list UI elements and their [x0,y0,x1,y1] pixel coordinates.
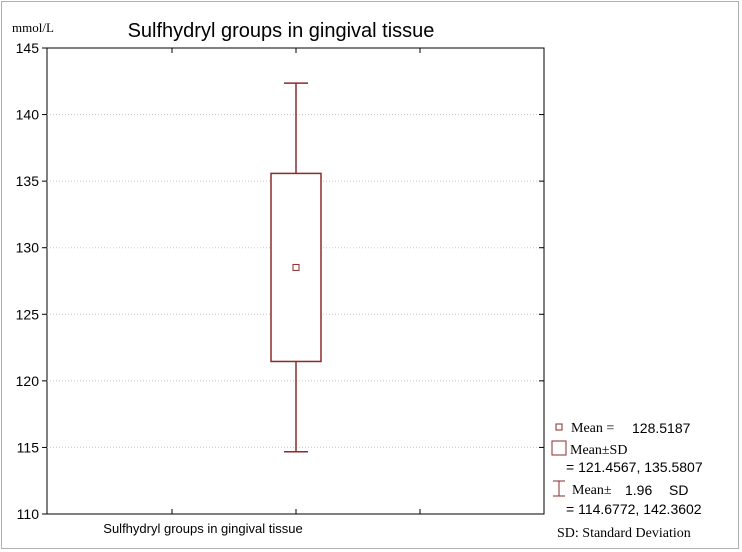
y-tick-label: 140 [16,107,40,123]
x-category-label: Sulfhydryl groups in gingival tissue [103,521,302,536]
legend-box-label: Mean±SD [570,443,627,458]
legend-box-icon [551,440,567,456]
legend: Mean = 128.5187 Mean±SD = 121.4567, 135.… [551,420,703,541]
y-tick-label: 115 [17,439,40,455]
legend-whisker-value: = 114.6772, 142.3602 [566,501,702,517]
legend-whisker-multiplier: 1.96 [625,482,652,498]
legend-mean-label: Mean = [571,421,614,436]
y-tick-label: 120 [16,373,40,389]
grid-lines [47,114,544,448]
legend-mean-value: 128.5187 [632,420,691,436]
legend-whisker-sd: SD [669,482,688,498]
y-tick-label: 145 [16,40,40,56]
boxes [270,82,322,453]
legend-whisker-icon [553,480,565,497]
y-axis-ticks: 110 115 120 125 130 135 140 145 [16,40,544,522]
x-axis-ticks [171,48,421,514]
y-axis-label: mmol/L [12,20,54,35]
legend-footnote: SD: Standard Deviation [557,526,691,541]
legend-box-value: = 121.4567, 135.5807 [566,459,703,475]
mean-marker [292,263,300,271]
legend-mean-marker-icon [555,423,563,431]
y-tick-label: 135 [16,173,40,189]
y-tick-label: 125 [16,306,40,322]
y-tick-label: 130 [16,240,40,256]
y-tick-label: 110 [17,506,40,522]
legend-whisker-label: Mean± [572,483,612,498]
chart-title: Sulfhydryl groups in gingival tissue [128,20,435,42]
